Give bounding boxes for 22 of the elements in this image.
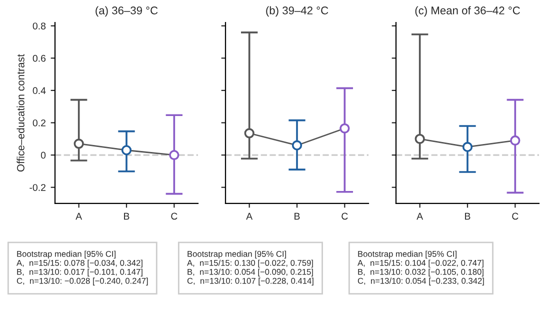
y-tick-label: 0.4: [32, 87, 46, 94]
x-tick-label: A: [246, 212, 253, 220]
y-tick-label: 0.8: [32, 22, 46, 30]
chart-title: (c) Mean of 36–42 °C: [415, 6, 520, 17]
chart-title: (b) 39–42 °C: [266, 6, 328, 17]
y-tick-label: 0: [40, 152, 46, 159]
y-tick-label: 0.6: [32, 54, 46, 62]
x-tick-label: B: [465, 212, 470, 220]
x-tick-label: A: [76, 212, 82, 220]
text: Bootstrap median [95% CI] A, n=15/15: 0.130 [−0.022, 0.759] B, n=13/10: 0.054 [−0.090, 0.215] C, n=13/10: 0.107 [−0.228, 0.414]: [187, 250, 314, 286]
y-axis-title: Office–education contrast: [16, 54, 24, 172]
text: Bootstrap median [95% CI] A, n=15/15: 0.078 [−0.034, 0.342] B, n=13/10: 0.017 [−0.101, 0.147] C, n=13/10: −0.028 [−0.240, 0.247]: [16, 250, 148, 286]
x-tick-label: C: [171, 212, 178, 220]
y-tick-label: -0.2: [30, 184, 46, 191]
x-tick-label: A: [416, 212, 424, 220]
chart-title: (a) 36–39 °C: [96, 6, 158, 17]
x-tick-label: C: [512, 212, 518, 220]
x-tick-label: B: [124, 212, 130, 220]
text: Bootstrap median [95% CI] A, n=15/15: 0.104 [−0.022, 0.747] B, n=13/10: 0.032 [−0.105, 0.180] C, n=13/10: 0.054 [−0.233, 0.342]: [358, 250, 484, 286]
x-tick-label: C: [342, 212, 348, 220]
x-tick-label: B: [294, 212, 300, 220]
y-tick-label: 0.2: [32, 119, 46, 126]
